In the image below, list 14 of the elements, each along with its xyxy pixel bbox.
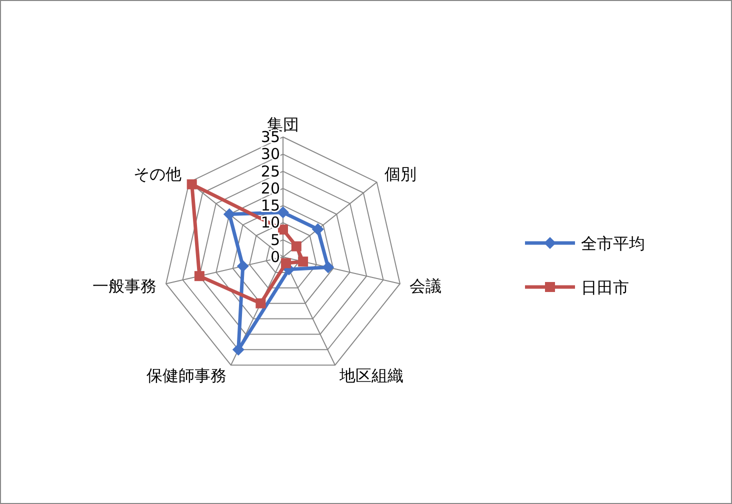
legend-label: 日田市 [581,278,629,297]
y-tick-label: 5 [270,230,280,249]
y-tick-label: 30 [260,145,280,164]
y-tick-label: 0 [270,248,280,266]
spoke-label: 保健師事務 [146,366,227,385]
y-tick-label: 20 [260,179,280,198]
y-tick-label: 15 [260,196,280,215]
spoke-label: その他 [133,164,182,184]
spoke-label: 個別 [384,164,417,184]
y-tick-label: 25 [260,162,280,180]
legend-label: 全市平均 [581,234,645,253]
spoke-label: 一般事務 [92,276,156,296]
spoke-label: 会議 [410,276,442,296]
spoke-label: 地区組織 [338,366,404,385]
